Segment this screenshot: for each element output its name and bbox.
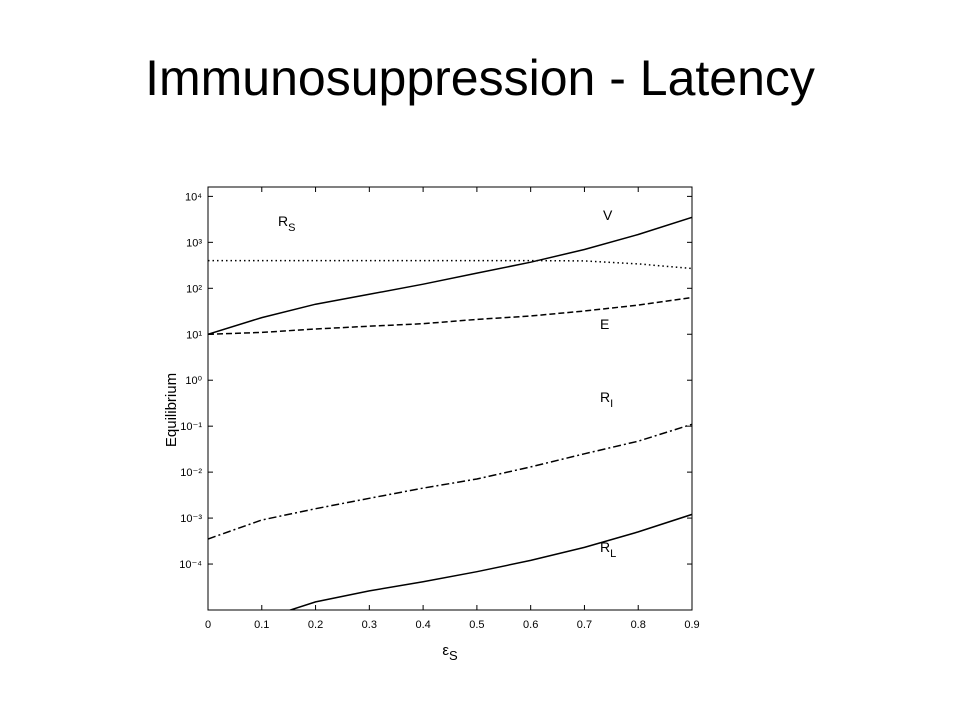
x-label-main: ε xyxy=(442,642,449,659)
series-label-name: E xyxy=(600,316,609,332)
y-tick-label: 10⁻³ xyxy=(180,513,202,525)
series-line xyxy=(208,259,692,270)
x-tick-label: 0.1 xyxy=(254,619,269,631)
x-tick-label: 0.7 xyxy=(577,619,592,631)
series-label-name: R xyxy=(600,389,610,405)
series-label-name: R xyxy=(278,213,288,229)
x-label-sub: S xyxy=(449,648,458,663)
series-label: RI xyxy=(600,389,613,410)
y-tick-label: 10⁻⁴ xyxy=(179,559,202,571)
x-tick-label: 0.6 xyxy=(523,619,538,631)
series-label: RS xyxy=(278,213,295,234)
y-tick-label: 10⁻² xyxy=(180,467,202,479)
plot-frame xyxy=(207,186,693,611)
x-tick-label: 0 xyxy=(205,619,211,631)
series-label: V xyxy=(603,207,613,223)
x-tick-label: 0.5 xyxy=(469,619,484,631)
series-label-sub: L xyxy=(610,548,616,560)
series-line xyxy=(208,216,692,336)
y-label: Equilibrium xyxy=(163,373,180,447)
slide-title: Immunosuppression - Latency xyxy=(145,50,815,106)
series-label-name: V xyxy=(603,207,613,223)
x-tick-label: 0.8 xyxy=(631,619,646,631)
series-label-name: R xyxy=(600,539,610,555)
y-tick-label: 10¹ xyxy=(186,329,202,341)
series-label-sub: S xyxy=(288,222,295,234)
x-tick-label: 0.4 xyxy=(415,619,430,631)
y-tick-label: 10⁴ xyxy=(185,191,202,203)
series-line xyxy=(208,423,692,540)
series-label-sub: I xyxy=(610,398,613,410)
series-label: E xyxy=(600,316,609,332)
series-line xyxy=(287,513,692,610)
y-tick-label: 10⁻¹ xyxy=(180,421,202,433)
x-label: εS xyxy=(442,642,458,663)
x-tick-label: 0.2 xyxy=(308,619,323,631)
series-label: RL xyxy=(600,539,616,560)
x-tick-label: 0.3 xyxy=(362,619,377,631)
series-line xyxy=(208,296,692,336)
y-tick-label: 10² xyxy=(186,283,202,295)
y-tick-label: 10⁰ xyxy=(185,375,202,387)
y-tick-label: 10³ xyxy=(186,237,202,249)
x-tick-label: 0.9 xyxy=(684,619,699,631)
